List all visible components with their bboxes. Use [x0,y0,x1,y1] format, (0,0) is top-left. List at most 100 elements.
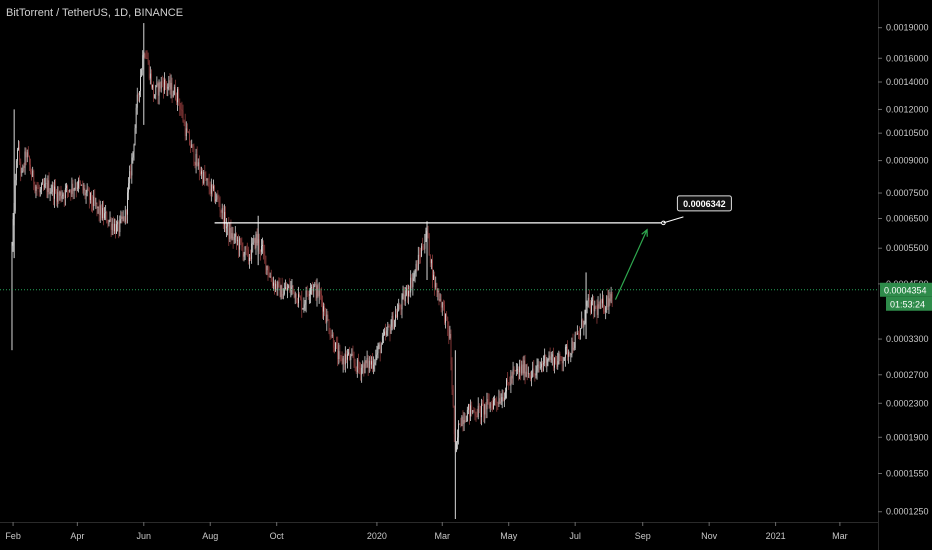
candle-body [184,122,186,137]
candle-body [414,272,416,274]
candle-body [488,401,490,408]
candle-body [119,219,121,233]
candle-body [513,369,515,371]
candle-body [208,181,210,189]
candle-body [209,188,211,194]
price-axis[interactable]: 0.0019000 0.0016000 0.0014000 0.0012000 0.00… [878,0,932,550]
candle-body [57,192,59,202]
candle-body [239,238,241,250]
candle-body [374,362,376,365]
candle-body [581,319,583,329]
candle-body [593,299,595,312]
candle-body [352,353,354,358]
overlay-layer: 0.0006342 [0,195,878,300]
x-tick-label: 2021 [766,531,786,541]
candle-body [158,82,160,96]
candle-body [133,144,135,152]
candle-body [245,246,247,250]
candle-body [560,357,562,360]
candle-body [141,69,143,77]
candle-body [509,383,511,386]
candle-body [399,304,401,308]
candle-body [175,86,176,100]
candle-body [87,188,89,191]
candle-body [482,403,483,405]
candle-body [598,304,600,309]
candle-body [578,333,579,335]
x-tick-label: Nov [701,531,718,541]
candle-body [34,184,36,191]
candle-body [82,184,84,191]
candle-body [368,360,370,369]
candle-body [420,255,421,257]
candle-body [358,359,359,368]
candle-body [547,359,549,361]
candle-body [215,199,217,201]
y-tick-label: 0.0006500 [886,213,929,223]
candle-body [433,275,434,280]
candle-body [388,325,390,327]
candle-body [45,183,47,184]
candle-body [501,397,503,402]
candle-body [410,277,412,293]
candle-body [213,186,214,189]
candle-body [390,326,392,334]
candle-body [202,171,204,184]
candle-body [270,276,272,282]
candle-body [387,325,389,331]
candle-body [588,297,590,303]
candle-body [230,227,232,239]
candle-body [536,366,538,371]
candle-body [594,306,596,312]
candle-body [120,216,122,220]
candle-body [349,352,351,361]
candle-body [264,251,266,256]
projection-arrow[interactable] [614,229,648,300]
candle-body [74,187,76,189]
x-tick-label: Jul [569,531,581,541]
candle-body [554,357,555,368]
candle-body [173,86,175,95]
candle-body [411,277,413,287]
candle-body [494,398,495,401]
candle-body [584,309,586,324]
candle-body [128,183,129,193]
candle-body [79,180,80,183]
candle-body [451,363,453,390]
candle-body [61,196,63,199]
candle-body [481,403,482,418]
candle-body [39,189,41,193]
candle-body [134,128,136,145]
time-axis[interactable]: Feb Apr Jun Aug Oct 2020 Mar May Jul Sep Nov 2021 Ma… [0,522,878,541]
candle-body [297,302,298,304]
candle-body [606,296,608,308]
candle-body [457,437,458,443]
candle-body [254,238,256,249]
candle-body [214,186,216,201]
candle-body [62,194,64,197]
candle-body [111,223,113,230]
candle-body [85,192,87,196]
candle-body [506,379,507,392]
candle-body [218,198,220,205]
candle-body [335,342,336,352]
candle-body [524,360,526,377]
candle-body [529,373,530,376]
candle-body [360,368,361,375]
candle-body [256,234,258,244]
candle-body [63,194,65,199]
candle-body [313,285,315,292]
candle-body [193,146,195,163]
candle-body [73,188,75,191]
candle-body [548,355,550,360]
candle-body [512,369,514,379]
candle-body [338,351,340,360]
candle-body [17,149,18,161]
candle-body [372,361,373,369]
candle-body [189,132,190,145]
x-tick-label: Oct [270,531,285,541]
candle-body [275,283,277,290]
candle-body [183,121,185,123]
candle-body [267,265,269,274]
